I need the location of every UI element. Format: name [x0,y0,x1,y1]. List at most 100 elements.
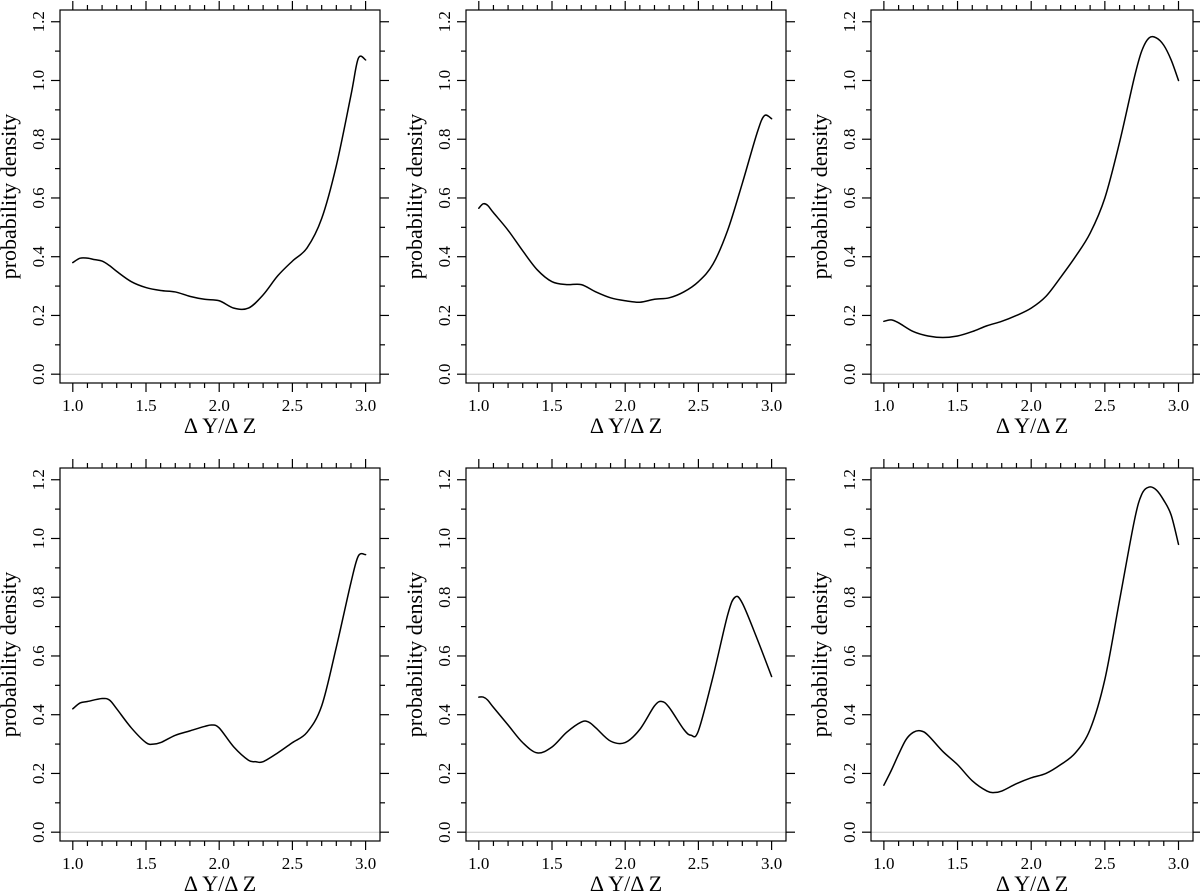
x-axis-title: Δ Y/Δ Z [590,871,662,894]
y-tick-label: 0.8 [435,587,454,608]
x-tick-label: 3.0 [355,396,376,415]
x-tick-label: 1.5 [135,396,156,415]
y-tick-label: 1.0 [29,528,48,549]
y-tick-label: 0.2 [29,763,48,784]
y-tick-label: 0.6 [435,187,454,208]
y-tick-label: 0.2 [435,305,454,326]
x-tick-label: 2.5 [688,396,709,415]
y-tick-label: 0.6 [840,187,859,208]
x-tick-label: 1.5 [947,396,968,415]
x-tick-label: 1.5 [947,854,968,873]
density-curve [883,486,1180,794]
x-tick-label: 1.5 [135,854,156,873]
x-tick-label: 2.5 [282,854,303,873]
x-tick-label: 1.0 [62,854,83,873]
x-tick-label: 3.0 [761,396,782,415]
panel-5: 1.0 1.5 2.0 2.5 3.0 0.0 0.2 0.4 0.6 0.8 1.0 1.2 Δ Y/… [402,459,795,894]
y-tick-label: 0.8 [29,587,48,608]
y-tick-label: 0.0 [840,364,859,385]
y-tick-label: 0.2 [840,763,859,784]
y-tick-label: 1.2 [29,11,48,32]
y-tick-label: 0.4 [840,246,859,268]
y-tick-label: 1.0 [435,70,454,91]
x-tick-label: 2.5 [1094,396,1115,415]
density-curve [883,35,1180,339]
y-tick-label: 1.0 [435,528,454,549]
y-tick-label: 0.2 [840,305,859,326]
y-axis-title: probability density [0,114,21,280]
y-tick-label: 0.2 [435,763,454,784]
y-axis-title: probability density [807,114,832,280]
x-tick-label: 2.0 [1021,854,1042,873]
y-tick-label: 0.8 [840,129,859,150]
x-axis-title: Δ Y/Δ Z [996,871,1068,894]
y-tick-label: 1.0 [840,70,859,91]
x-tick-label: 2.5 [688,854,709,873]
x-axis-title: Δ Y/Δ Z [184,871,256,894]
x-tick-label: 2.0 [1021,396,1042,415]
y-tick-label: 0.0 [840,822,859,843]
y-tick-label: 0.8 [29,129,48,150]
x-tick-label: 3.0 [1168,854,1189,873]
density-curve [478,595,773,754]
x-tick-label: 1.0 [468,396,489,415]
y-tick-label: 0.0 [29,822,48,843]
y-tick-label: 0.8 [840,587,859,608]
x-tick-label: 2.0 [209,396,230,415]
y-tick-label: 1.2 [29,469,48,490]
x-tick-label: 1.0 [468,854,489,873]
y-tick-label: 0.4 [29,704,48,726]
y-tick-label: 1.2 [840,469,859,490]
y-tick-label: 0.0 [435,364,454,385]
x-tick-label: 1.0 [873,854,894,873]
y-axis-title: probability density [402,572,427,738]
panel-2: 1.0 1.5 2.0 2.5 3.0 0.0 0.2 0.4 0.6 0.8 1.0 1.2 Δ Y/… [402,1,795,438]
panel-1: 1.0 1.5 2.0 2.5 3.0 0.0 0.2 0.4 0.6 0.8 1.0 1.2 Δ Y/… [0,1,389,438]
y-tick-label: 0.2 [29,305,48,326]
density-curve [72,552,367,764]
y-tick-label: 0.4 [435,246,454,268]
y-tick-label: 1.0 [840,528,859,549]
density-curve [72,55,367,311]
y-tick-label: 0.4 [29,246,48,268]
y-tick-label: 0.0 [29,364,48,385]
plot-frame [870,9,1194,384]
x-tick-label: 3.0 [355,854,376,873]
x-axis-title: Δ Y/Δ Z [590,413,662,438]
x-tick-label: 2.5 [1094,854,1115,873]
y-axis-title: probability density [0,572,21,738]
y-tick-label: 0.6 [435,645,454,666]
y-tick-label: 0.6 [29,187,48,208]
x-tick-label: 2.0 [615,854,636,873]
panel-3: 1.0 1.5 2.0 2.5 3.0 0.0 0.2 0.4 0.6 0.8 1.0 1.2 Δ Y/… [807,1,1200,438]
y-tick-label: 0.6 [29,645,48,666]
x-tick-label: 3.0 [761,854,782,873]
x-tick-label: 1.0 [873,396,894,415]
x-tick-label: 2.0 [615,396,636,415]
x-tick-label: 1.5 [541,854,562,873]
y-tick-label: 1.0 [29,70,48,91]
y-tick-label: 0.8 [435,129,454,150]
x-tick-label: 1.0 [62,396,83,415]
x-tick-label: 1.5 [541,396,562,415]
x-tick-label: 2.0 [209,854,230,873]
plot-frame [59,467,381,842]
panel-4: 1.0 1.5 2.0 2.5 3.0 0.0 0.2 0.4 0.6 0.8 1.0 1.2 Δ Y/… [0,459,389,894]
y-tick-label: 1.2 [840,11,859,32]
plot-frame [870,467,1194,842]
plot-frame [465,9,787,384]
plot-frame [59,9,381,384]
x-tick-label: 2.5 [282,396,303,415]
y-axis-title: probability density [402,114,427,280]
y-tick-label: 1.2 [435,11,454,32]
density-curve [478,114,773,304]
y-tick-label: 0.0 [435,822,454,843]
x-axis-title: Δ Y/Δ Z [996,413,1068,438]
x-tick-label: 3.0 [1168,396,1189,415]
y-axis-title: probability density [807,572,832,738]
x-axis-title: Δ Y/Δ Z [184,413,256,438]
y-tick-label: 1.2 [435,469,454,490]
plot-frame [465,467,787,842]
y-tick-label: 0.4 [435,704,454,726]
